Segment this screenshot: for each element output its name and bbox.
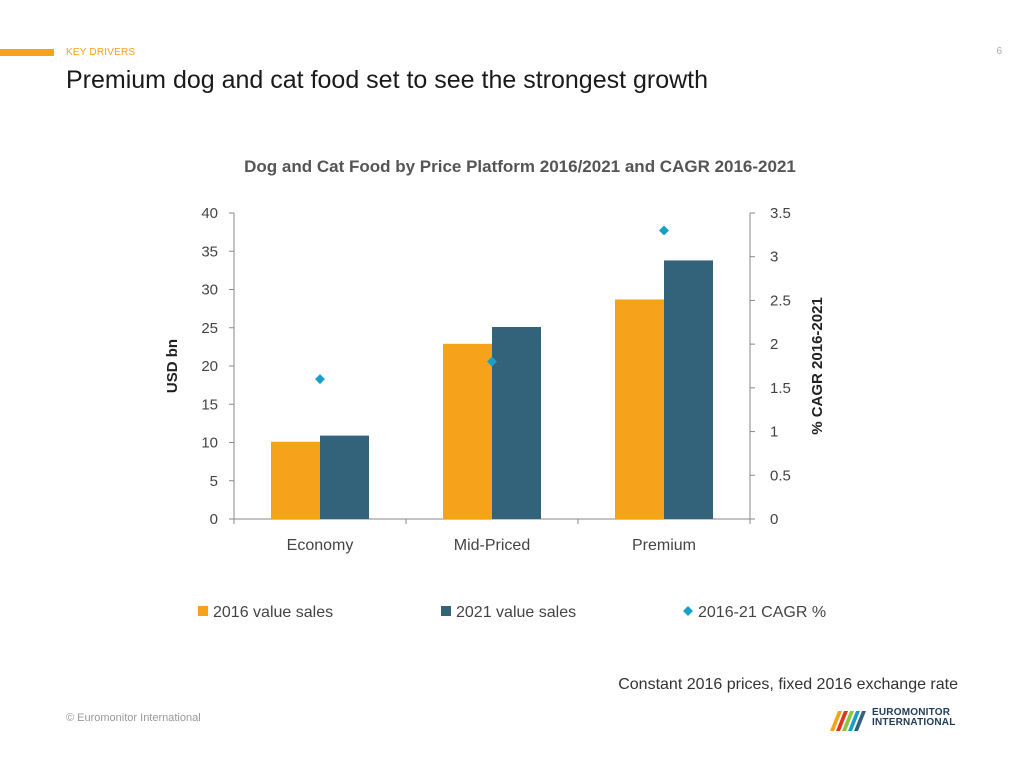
- bar-2016: [271, 441, 320, 519]
- section-label: KEY DRIVERS: [66, 47, 136, 58]
- legend-swatch: [441, 606, 451, 616]
- legend-swatch: [198, 606, 208, 616]
- y-tick-label: 40: [201, 205, 218, 222]
- logo-line-2: INTERNATIONAL: [872, 717, 956, 728]
- chart: Dog and Cat Food by Price Platform 2016/…: [164, 157, 826, 621]
- logo-text: EUROMONITOR INTERNATIONAL: [872, 708, 956, 728]
- slide-title: Premium dog and cat food set to see the …: [66, 66, 709, 94]
- bar-2021: [320, 435, 369, 519]
- y2-tick-label: 2: [770, 336, 778, 353]
- y-tick-label: 25: [201, 320, 218, 337]
- y2-tick-label: 0: [770, 511, 778, 528]
- y2-tick-label: 1: [770, 424, 778, 441]
- y-tick-label: 15: [201, 396, 218, 413]
- bar-2016: [443, 343, 492, 519]
- footnote: Constant 2016 prices, fixed 2016 exchang…: [618, 676, 958, 693]
- x-tick-label: Economy: [287, 537, 354, 554]
- euromonitor-logo-icon: [830, 711, 866, 731]
- legend-label: 2016 value sales: [213, 604, 333, 621]
- chart-title: Dog and Cat Food by Price Platform 2016/…: [244, 157, 796, 176]
- cagr-point: [487, 356, 497, 367]
- cagr-point: [315, 374, 325, 385]
- y2-tick-label: 2.5: [770, 292, 791, 309]
- y2-tick-label: 3.5: [770, 205, 791, 222]
- y-tick-label: 30: [201, 282, 218, 299]
- cagr-point: [659, 225, 669, 236]
- y2-axis-label: % CAGR 2016-2021: [809, 297, 826, 435]
- bar-2021: [664, 260, 713, 519]
- y-tick-label: 10: [201, 435, 218, 452]
- bar-2021: [492, 326, 541, 519]
- y-tick-label: 20: [201, 358, 218, 375]
- logo-line-1: EUROMONITOR: [872, 707, 951, 718]
- y-tick-label: 35: [201, 243, 218, 260]
- bar-2016: [615, 299, 664, 519]
- legend-swatch: [683, 606, 693, 616]
- y-tick-label: 5: [210, 473, 218, 490]
- x-tick-label: Premium: [632, 537, 696, 554]
- legend-label: 2016-21 CAGR %: [698, 604, 826, 621]
- copyright: © Euromonitor International: [66, 712, 201, 724]
- y2-tick-label: 1.5: [770, 380, 791, 397]
- y-axis-label: USD bn: [164, 339, 181, 393]
- x-tick-label: Mid-Priced: [454, 537, 530, 554]
- y-tick-label: 0: [210, 511, 218, 528]
- y2-tick-label: 3: [770, 249, 778, 266]
- page-number: 6: [996, 46, 1002, 57]
- y2-tick-label: 0.5: [770, 467, 791, 484]
- legend-label: 2021 value sales: [456, 604, 576, 621]
- accent-bar: [0, 49, 54, 56]
